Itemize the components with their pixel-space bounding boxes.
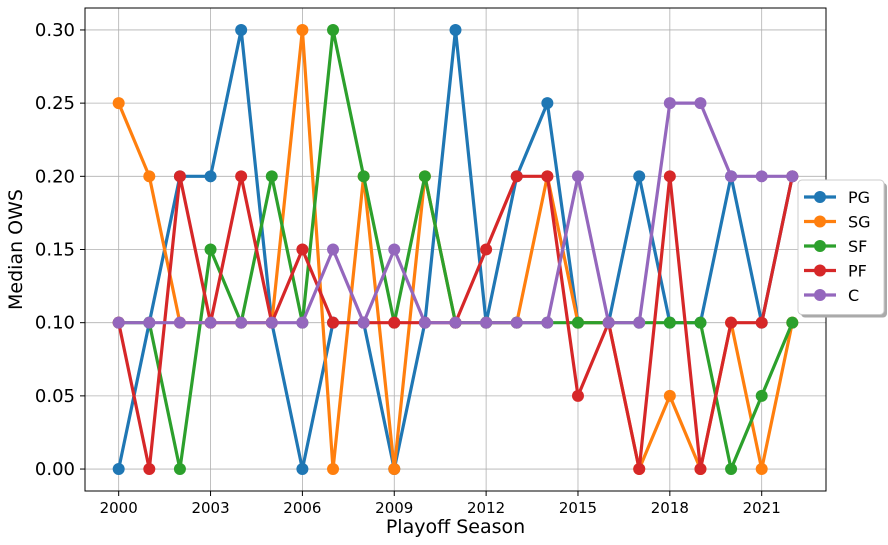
data-point-c: [204, 316, 217, 329]
data-point-pf: [694, 463, 707, 476]
data-point-c: [510, 316, 523, 329]
legend-marker-sg: [814, 215, 826, 228]
legend-marker-pg: [814, 191, 826, 203]
data-point-pg: [296, 463, 309, 476]
data-point-pf: [541, 170, 554, 183]
data-point-sf: [571, 316, 584, 329]
data-point-pf: [571, 389, 584, 402]
data-point-c: [663, 97, 676, 110]
y-tick-label: 0.10: [35, 313, 75, 334]
y-tick-label: 0.25: [35, 93, 75, 114]
data-point-pf: [663, 170, 676, 183]
x-axis-ticks: 2000 2003 2006 2009 2012 2015 2018 2021: [100, 491, 781, 517]
data-point-pf: [173, 170, 186, 183]
data-point-sf: [755, 389, 768, 402]
data-point-sg: [296, 23, 309, 36]
x-tick-label: 2015: [559, 499, 597, 517]
data-point-c: [357, 316, 370, 329]
y-axis-ticks: 0.00 0.05 0.10 0.15 0.20 0.25 0.30: [35, 20, 85, 480]
data-point-pf: [143, 463, 156, 476]
data-point-pf: [633, 463, 646, 476]
y-tick-label: 0.15: [35, 240, 75, 261]
data-point-c: [786, 170, 799, 183]
data-point-pf: [480, 243, 493, 256]
data-point-sg: [388, 463, 401, 476]
data-point-c: [480, 316, 493, 329]
legend-label-c: C: [848, 286, 859, 305]
data-point-c: [143, 316, 156, 329]
y-axis-label: Median OWS: [5, 189, 27, 310]
data-point-pg: [633, 170, 646, 183]
data-point-c: [388, 243, 401, 256]
data-point-sf: [725, 463, 738, 476]
data-point-c: [112, 316, 125, 329]
data-point-sf: [327, 23, 340, 36]
data-point-pf: [388, 316, 401, 329]
data-point-sg: [755, 463, 768, 476]
data-point-c: [602, 316, 615, 329]
data-point-sf: [204, 243, 217, 256]
data-point-sf: [694, 316, 707, 329]
y-tick-label: 0.20: [35, 166, 75, 187]
x-tick-label: 2018: [651, 499, 689, 517]
data-point-c: [571, 170, 584, 183]
x-tick-label: 2021: [743, 499, 781, 517]
data-point-c: [173, 316, 186, 329]
legend: PG SG SF PF C: [797, 179, 887, 318]
data-point-c: [296, 316, 309, 329]
data-point-c: [755, 170, 768, 183]
data-point-sf: [786, 316, 799, 329]
x-tick-label: 2006: [283, 499, 321, 517]
data-point-sg: [327, 463, 340, 476]
y-tick-label: 0.30: [35, 20, 75, 41]
data-point-c: [725, 170, 738, 183]
legend-label-pg: PG: [848, 188, 870, 207]
data-point-sf: [663, 316, 676, 329]
legend-marker-c: [814, 289, 826, 301]
data-point-pg: [449, 23, 462, 36]
data-point-c: [235, 316, 248, 329]
legend-label-pf: PF: [848, 262, 867, 281]
data-point-pf: [327, 316, 340, 329]
legend-marker-pf: [814, 264, 826, 277]
data-point-sg: [663, 389, 676, 402]
data-point-pg: [112, 463, 125, 476]
x-tick-label: 2000: [100, 499, 138, 517]
legend-box: [797, 179, 885, 315]
data-point-pf: [725, 316, 738, 329]
series-c: [112, 97, 799, 329]
data-point-pg: [235, 23, 248, 36]
data-point-c: [694, 97, 707, 110]
data-point-pf: [510, 170, 523, 183]
data-point-pf: [755, 316, 768, 329]
x-tick-label: 2009: [375, 499, 413, 517]
data-point-c: [327, 243, 340, 256]
series-layer: [112, 23, 799, 476]
x-tick-label: 2003: [191, 499, 229, 517]
data-point-pg: [204, 170, 217, 183]
data-point-sg: [143, 170, 156, 183]
y-tick-label: 0.00: [35, 459, 75, 480]
data-point-sf: [265, 170, 278, 183]
data-point-pf: [235, 170, 248, 183]
data-point-sg: [112, 97, 125, 110]
data-point-sf: [357, 170, 370, 183]
legend-marker-sf: [814, 240, 826, 252]
data-point-c: [418, 316, 431, 329]
data-point-c: [449, 316, 462, 329]
legend-label-sg: SG: [848, 213, 871, 232]
data-point-c: [265, 316, 278, 329]
data-point-c: [541, 316, 554, 329]
data-point-c: [633, 316, 646, 329]
data-point-sf: [173, 463, 186, 476]
data-point-sf: [418, 170, 431, 183]
x-axis-label: Playoff Season: [386, 516, 525, 538]
data-point-pg: [541, 97, 554, 110]
x-tick-label: 2012: [467, 499, 505, 517]
legend-label-sf: SF: [848, 237, 867, 256]
y-tick-label: 0.05: [35, 386, 75, 407]
data-point-pf: [296, 243, 309, 256]
